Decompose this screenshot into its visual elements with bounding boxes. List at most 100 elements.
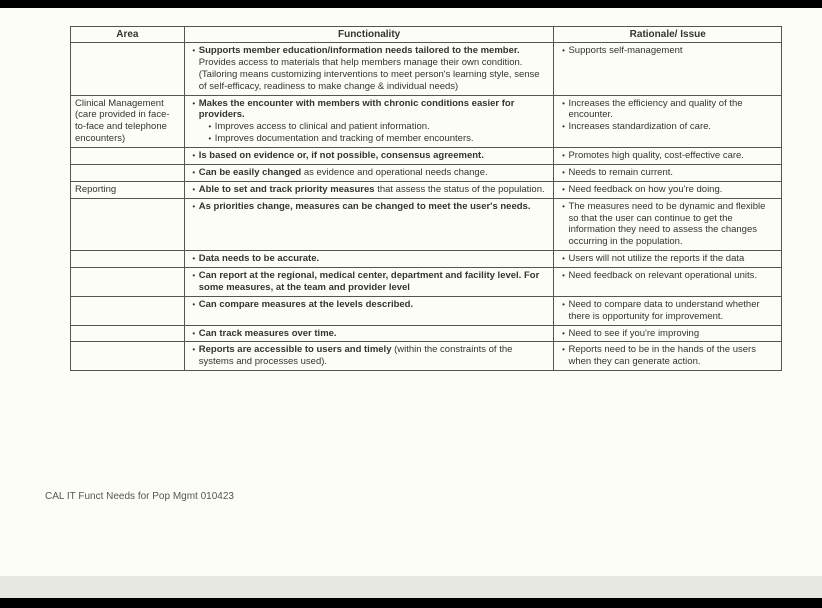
bullet-icon: • <box>558 45 568 56</box>
functionality-cell: •Can compare measures at the levels desc… <box>184 296 554 325</box>
sub-functionality-text: Improves documentation and tracking of m… <box>215 133 550 145</box>
rationale-text: Need feedback on relevant operational un… <box>568 270 777 282</box>
table-row: •Can be easily changed as evidence and o… <box>71 164 782 181</box>
bullet-icon: • <box>558 344 568 355</box>
bullet-icon: • <box>189 328 199 339</box>
bullet-icon: • <box>558 121 568 132</box>
rationale-text: Need feedback on how you're doing. <box>568 184 777 196</box>
bullet-icon: • <box>189 344 199 355</box>
area-cell <box>71 268 185 297</box>
rationale-text: Need to see if you're improving <box>568 328 777 340</box>
table-row: Reporting•Able to set and track priority… <box>71 181 782 198</box>
rationale-cell: •Promotes high quality, cost-effective c… <box>554 148 782 165</box>
functionality-text: Data needs to be accurate. <box>199 253 550 265</box>
functionality-text: Supports member education/information ne… <box>199 45 550 93</box>
header-area: Area <box>71 27 185 43</box>
header-rationale: Rationale/ Issue <box>554 27 782 43</box>
functionality-text: Can be easily changed as evidence and op… <box>199 167 550 179</box>
rationale-text: The measures need to be dynamic and flex… <box>568 201 777 249</box>
rationale-text: Promotes high quality, cost-effective ca… <box>568 150 777 162</box>
table-row: Clinical Management (care provided in fa… <box>71 95 782 148</box>
bullet-icon: • <box>189 150 199 161</box>
black-bar-bottom <box>0 598 822 608</box>
functionality-cell: •Makes the encounter with members with c… <box>184 95 554 148</box>
rationale-text: Users will not utilize the reports if th… <box>568 253 777 265</box>
area-cell <box>71 325 185 342</box>
functionality-cell: •Can report at the regional, medical cen… <box>184 268 554 297</box>
table-row: •Reports are accessible to users and tim… <box>71 342 782 371</box>
rationale-cell: •Needs to remain current. <box>554 164 782 181</box>
functionality-cell: •Can be easily changed as evidence and o… <box>184 164 554 181</box>
bullet-icon: • <box>189 167 199 178</box>
table-row: •Can report at the regional, medical cen… <box>71 268 782 297</box>
rationale-text: Needs to remain current. <box>568 167 777 179</box>
table-row: •Supports member education/information n… <box>71 43 782 96</box>
rationale-cell: •Reports need to be in the hands of the … <box>554 342 782 371</box>
functionality-cell: •Reports are accessible to users and tim… <box>184 342 554 371</box>
footer-text: CAL IT Funct Needs for Pop Mgmt 010423 <box>45 491 782 502</box>
bullet-icon: • <box>189 184 199 195</box>
functionality-text: Can compare measures at the levels descr… <box>199 299 550 311</box>
area-cell <box>71 251 185 268</box>
bullet-icon: • <box>558 270 568 281</box>
bullet-icon: • <box>558 328 568 339</box>
rationale-cell: •Need feedback on relevant operational u… <box>554 268 782 297</box>
area-cell <box>71 164 185 181</box>
bullet-icon: • <box>205 133 215 144</box>
functionality-text: Can track measures over time. <box>199 328 550 340</box>
functionality-text: Reports are accessible to users and time… <box>199 344 550 368</box>
bullet-icon: • <box>558 167 568 178</box>
document-page: Area Functionality Rationale/ Issue •Sup… <box>0 8 822 576</box>
bullet-icon: • <box>189 253 199 264</box>
bullet-icon: • <box>558 184 568 195</box>
functionality-text: Is based on evidence or, if not possible… <box>199 150 550 162</box>
rationale-cell: •Increases the efficiency and quality of… <box>554 95 782 148</box>
area-cell <box>71 148 185 165</box>
rationale-cell: •Supports self-management <box>554 43 782 96</box>
black-bar-top <box>0 0 822 8</box>
bullet-icon: • <box>189 98 199 109</box>
rationale-text: Reports need to be in the hands of the u… <box>568 344 777 368</box>
rationale-text: Increases standardization of care. <box>568 121 777 133</box>
area-cell <box>71 198 185 251</box>
bullet-icon: • <box>558 98 568 109</box>
functionality-text: Can report at the regional, medical cent… <box>199 270 550 294</box>
bullet-icon: • <box>205 121 215 132</box>
bullet-icon: • <box>189 201 199 212</box>
functionality-cell: •Data needs to be accurate. <box>184 251 554 268</box>
table-row: •Can compare measures at the levels desc… <box>71 296 782 325</box>
area-cell: Reporting <box>71 181 185 198</box>
area-cell <box>71 296 185 325</box>
table-row: •Is based on evidence or, if not possibl… <box>71 148 782 165</box>
rationale-text: Increases the efficiency and quality of … <box>568 98 777 122</box>
area-cell <box>71 342 185 371</box>
rationale-cell: •Need to compare data to understand whet… <box>554 296 782 325</box>
bullet-icon: • <box>189 299 199 310</box>
bullet-icon: • <box>558 299 568 310</box>
area-cell: Clinical Management (care provided in fa… <box>71 95 185 148</box>
rationale-cell: •Need to see if you're improving <box>554 325 782 342</box>
functionality-text: Able to set and track priority measures … <box>199 184 550 196</box>
bullet-icon: • <box>189 270 199 281</box>
sub-functionality-text: Improves access to clinical and patient … <box>215 121 550 133</box>
rationale-cell: •Need feedback on how you're doing. <box>554 181 782 198</box>
bullet-icon: • <box>558 201 568 212</box>
bullet-icon: • <box>189 45 199 56</box>
rationale-text: Supports self-management <box>568 45 777 57</box>
area-cell <box>71 43 185 96</box>
table-row: •As priorities change, measures can be c… <box>71 198 782 251</box>
functionality-text: Makes the encounter with members with ch… <box>199 98 550 122</box>
bullet-icon: • <box>558 150 568 161</box>
bullet-icon: • <box>558 253 568 264</box>
rationale-cell: •The measures need to be dynamic and fle… <box>554 198 782 251</box>
rationale-cell: •Users will not utilize the reports if t… <box>554 251 782 268</box>
functionality-cell: •As priorities change, measures can be c… <box>184 198 554 251</box>
header-functionality: Functionality <box>184 27 554 43</box>
functionality-cell: •Can track measures over time. <box>184 325 554 342</box>
functionality-cell: •Is based on evidence or, if not possibl… <box>184 148 554 165</box>
rationale-text: Need to compare data to understand wheth… <box>568 299 777 323</box>
functionality-cell: •Supports member education/information n… <box>184 43 554 96</box>
functionality-table: Area Functionality Rationale/ Issue •Sup… <box>70 26 782 371</box>
functionality-cell: •Able to set and track priority measures… <box>184 181 554 198</box>
table-row: •Data needs to be accurate.•Users will n… <box>71 251 782 268</box>
